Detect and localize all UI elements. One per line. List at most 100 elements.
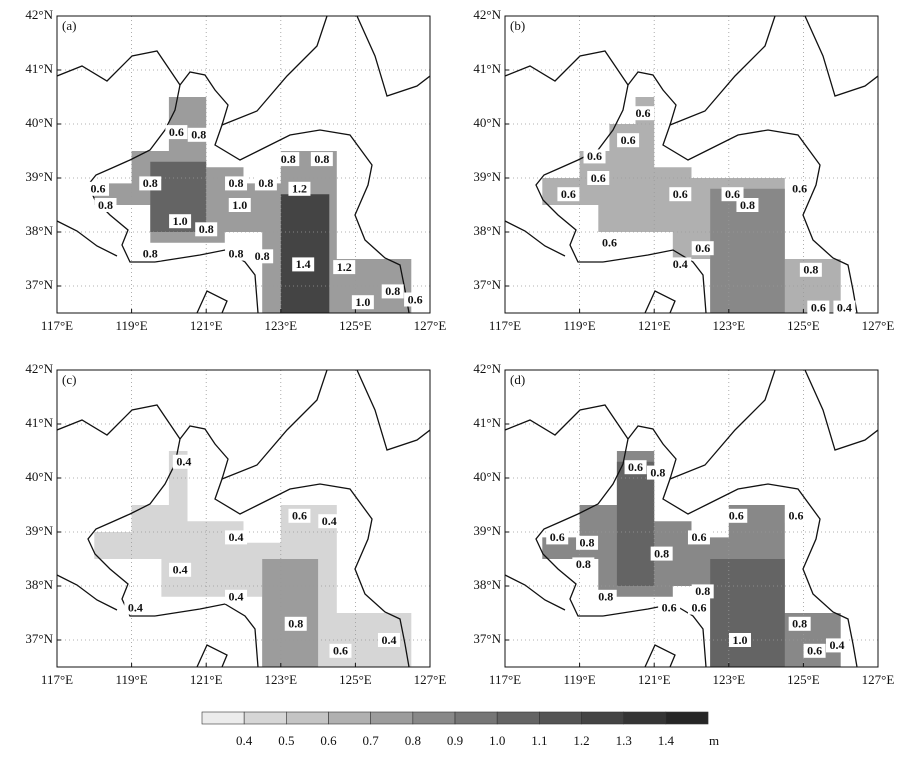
lon-tick-label: 127°E (414, 672, 447, 687)
contour-label: 1.2 (337, 260, 352, 274)
contour-label: 0.8 (199, 222, 214, 236)
contour-label: 0.6 (636, 106, 651, 120)
contour-label: 1.0 (355, 295, 370, 309)
contour-label: 0.6 (602, 236, 617, 250)
contour-label: 0.8 (143, 246, 158, 260)
lat-tick-label: 39°N (25, 169, 53, 184)
colorbar-tick-label: 1.0 (489, 733, 505, 748)
contour-label: 0.8 (229, 246, 244, 260)
shaded-region (94, 97, 412, 313)
lat-tick-label: 40°N (25, 469, 53, 484)
lat-tick-label: 42°N (473, 7, 501, 22)
shaded-region (280, 194, 330, 313)
lon-tick-label: 123°E (712, 318, 745, 333)
contour-label: 0.8 (288, 617, 303, 631)
shading (542, 451, 841, 667)
contour-label-box (277, 152, 300, 167)
colorbar-tick-label: 1.2 (573, 733, 589, 748)
shaded-region (94, 451, 412, 667)
lon-tick-label: 127°E (862, 318, 895, 333)
colorbar-unit: m (709, 733, 719, 748)
shaded-region (150, 161, 207, 232)
lat-tick-label: 37°N (25, 631, 53, 646)
colorbar-swatch (286, 711, 329, 725)
contour-label: 0.4 (837, 300, 852, 314)
contour-label: 1.2 (292, 182, 307, 196)
contour-label-box (728, 633, 751, 647)
map-panel: 117°E 119°E 121°E 123°E 125°E 127°E 37°N 38°N 39… (25, 361, 446, 687)
colorbar-swatch (201, 711, 245, 725)
contour-label-box (292, 257, 315, 272)
lat-tick-label: 40°N (25, 115, 53, 130)
lat-tick-label: 41°N (25, 61, 53, 76)
lat-tick-label: 38°N (473, 223, 501, 238)
contour-label: 0.8 (143, 176, 158, 190)
shaded-region (616, 461, 655, 586)
contour-label: 0.4 (229, 530, 244, 544)
lat-tick-label: 41°N (25, 415, 53, 430)
colorbar-tick-label: 0.9 (447, 733, 463, 748)
contour-label-box (381, 284, 404, 299)
contour-label-box (788, 616, 811, 631)
lon-tick-label: 127°E (862, 672, 895, 687)
lat-tick-label: 37°N (473, 277, 501, 292)
lat-tick-label: 39°N (25, 523, 53, 538)
contour-label: 0.6 (729, 509, 744, 523)
lon-tick-label: 125°E (339, 318, 372, 333)
contour-label-box (721, 187, 744, 202)
contour-label: 0.8 (803, 263, 818, 277)
contour-label: 0.8 (576, 557, 591, 571)
lon-tick-label: 127°E (414, 318, 447, 333)
contour-label-box (172, 454, 195, 469)
contour-label: 0.8 (98, 198, 113, 212)
colorbar-tick-label: 1.1 (531, 733, 547, 748)
contour-label-box (617, 133, 640, 148)
contour-label: 0.6 (788, 509, 803, 523)
lat-tick-label: 39°N (473, 169, 501, 184)
contour-label: 0.4 (173, 563, 188, 577)
contour-label-box (803, 643, 826, 658)
contour-label-box (225, 589, 248, 604)
contour-label: 0.8 (191, 128, 206, 142)
contour-label: 0.8 (258, 176, 273, 190)
contour-label-box (251, 249, 274, 264)
contour-label-box (87, 181, 110, 196)
contour-label: 0.6 (587, 149, 602, 163)
colorbar-tick-label: 0.6 (320, 733, 337, 748)
contour-label-box (377, 633, 400, 647)
contour-label: 0.6 (792, 182, 807, 196)
colorbar-tick-label: 0.7 (363, 733, 380, 748)
contour-label-box (225, 530, 248, 545)
contour-label-box (725, 508, 748, 523)
colorbar-swatch (243, 711, 287, 725)
contour-label-box (669, 257, 692, 272)
contour-label: 0.6 (550, 530, 565, 544)
contour-label: 0.6 (292, 509, 307, 523)
colorbar-tick-label: 0.5 (278, 733, 294, 748)
contour-label: 0.6 (628, 460, 643, 474)
lon-tick-label: 119°E (116, 672, 148, 687)
shaded-region (262, 559, 319, 667)
contour-label: 0.4 (176, 455, 191, 469)
colorbar-tick-label: 1.3 (616, 733, 632, 748)
contour-label-box (825, 638, 848, 653)
lat-tick-label: 38°N (473, 577, 501, 592)
contour-label-box (583, 149, 606, 164)
contour-label-box (624, 460, 647, 475)
contour-label: 0.4 (673, 257, 688, 271)
lat-tick-label: 41°N (473, 61, 501, 76)
contour-label: 0.4 (381, 633, 396, 647)
contour-label-box (169, 562, 192, 577)
contour-label: 0.6 (811, 300, 826, 314)
map-panel: 117°E 119°E 121°E 123°E 125°E 127°E 37°N 38°N 39… (473, 361, 894, 687)
contour-label: 0.8 (598, 590, 613, 604)
contour-label-box (598, 235, 621, 250)
contour-label: 0.6 (408, 292, 423, 306)
lon-tick-label: 121°E (190, 318, 223, 333)
shading (542, 97, 841, 313)
contour-label: 0.6 (91, 182, 106, 196)
contour-label-box (333, 260, 356, 275)
contour-label: 0.6 (673, 187, 688, 201)
shading (94, 97, 412, 313)
lat-tick-label: 41°N (473, 415, 501, 430)
